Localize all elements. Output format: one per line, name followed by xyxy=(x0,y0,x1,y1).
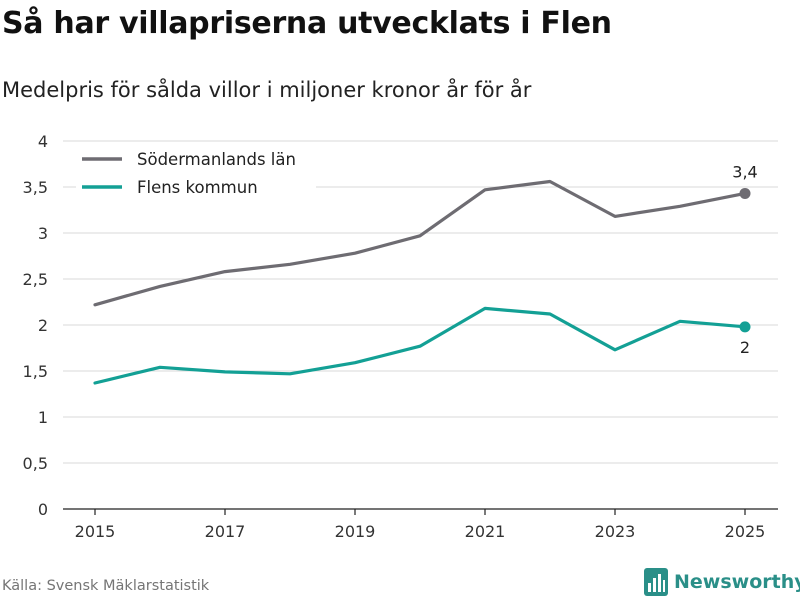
y-tick-label: 0 xyxy=(38,500,48,519)
series-line-flens-kommun xyxy=(93,306,747,385)
y-tick-label: 0,5 xyxy=(23,454,48,473)
y-tick-label: 1,5 xyxy=(23,362,48,381)
x-tick-label: 2025 xyxy=(725,522,766,541)
bar-chart-icon xyxy=(644,568,668,596)
y-tick-label: 3,5 xyxy=(23,178,48,197)
legend-label: Flens kommun xyxy=(137,178,258,197)
brand-name: Newsworthy xyxy=(674,571,800,593)
y-tick-label: 1 xyxy=(38,408,48,427)
data-label: 3,4 xyxy=(732,162,757,181)
y-tick-label: 3 xyxy=(38,224,48,243)
series-end-point xyxy=(739,187,751,199)
series-line-sodermanlands-lan xyxy=(93,179,747,307)
x-tick-label: 2017 xyxy=(205,522,246,541)
data-label: 2 xyxy=(740,338,750,357)
legend-label: Södermanlands län xyxy=(137,150,296,169)
x-tick-label: 2015 xyxy=(75,522,116,541)
brand-logo: Newsworthy xyxy=(644,568,800,596)
x-tick-label: 2023 xyxy=(595,522,636,541)
source-note: Källa: Svensk Mäklarstatistik xyxy=(2,578,210,594)
chart-subtitle: Medelpris för sålda villor i miljoner kr… xyxy=(2,78,532,102)
x-tick-label: 2021 xyxy=(465,522,506,541)
chart-title: Så har villapriserna utvecklats i Flen xyxy=(2,6,612,41)
series-end-point xyxy=(739,321,751,333)
y-tick-label: 2,5 xyxy=(23,270,48,289)
x-tick-label: 2019 xyxy=(335,522,376,541)
legend-box xyxy=(76,146,316,206)
y-tick-label: 2 xyxy=(38,316,48,335)
y-tick-label: 4 xyxy=(38,132,48,151)
